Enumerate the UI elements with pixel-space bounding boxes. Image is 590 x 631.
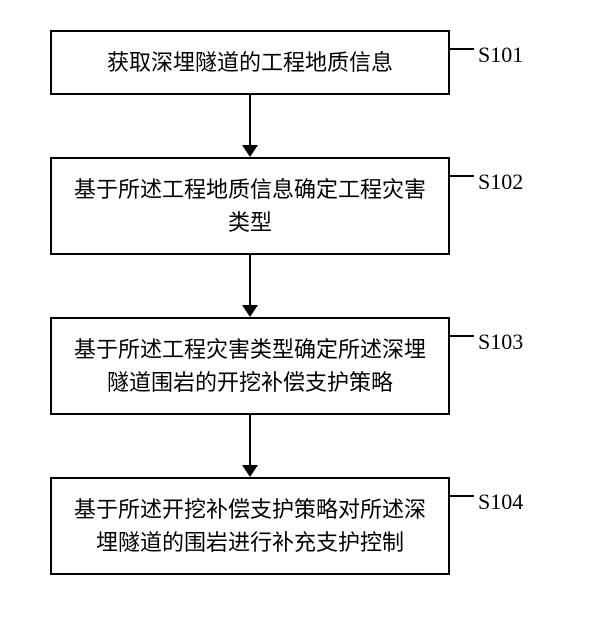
step-box-4: 基于所述开挖补偿支护策略对所述深埋隧道的围岩进行补充支护控制 S104 [50, 477, 450, 575]
label-connector-line [450, 335, 474, 337]
label-connector-line [450, 175, 474, 177]
arrow-line [249, 415, 251, 465]
step-box-1: 获取深埋隧道的工程地质信息 S101 [50, 30, 450, 95]
arrow-head-icon [242, 145, 258, 157]
arrow-head-icon [242, 465, 258, 477]
arrow-2-3 [249, 255, 251, 317]
step-label: S102 [478, 165, 523, 198]
step-label: S101 [478, 38, 523, 71]
step-text: 基于所述开挖补偿支护策略对所述深埋隧道的围岩进行补充支护控制 [72, 493, 428, 559]
arrow-1-2 [249, 95, 251, 157]
step-text: 基于所述工程地质信息确定工程灾害类型 [72, 173, 428, 239]
step-label: S103 [478, 325, 523, 358]
arrow-line [249, 255, 251, 305]
arrow-3-4 [249, 415, 251, 477]
label-connector-line [450, 495, 474, 497]
label-connector-line [450, 48, 474, 50]
step-text: 获取深埋隧道的工程地质信息 [107, 46, 393, 79]
step-label: S104 [478, 485, 523, 518]
step-box-3: 基于所述工程灾害类型确定所述深埋隧道围岩的开挖补偿支护策略 S103 [50, 317, 450, 415]
flowchart-container: 获取深埋隧道的工程地质信息 S101 基于所述工程地质信息确定工程灾害类型 S1… [50, 30, 450, 575]
arrow-line [249, 95, 251, 145]
step-text: 基于所述工程灾害类型确定所述深埋隧道围岩的开挖补偿支护策略 [72, 333, 428, 399]
arrow-head-icon [242, 305, 258, 317]
step-box-2: 基于所述工程地质信息确定工程灾害类型 S102 [50, 157, 450, 255]
